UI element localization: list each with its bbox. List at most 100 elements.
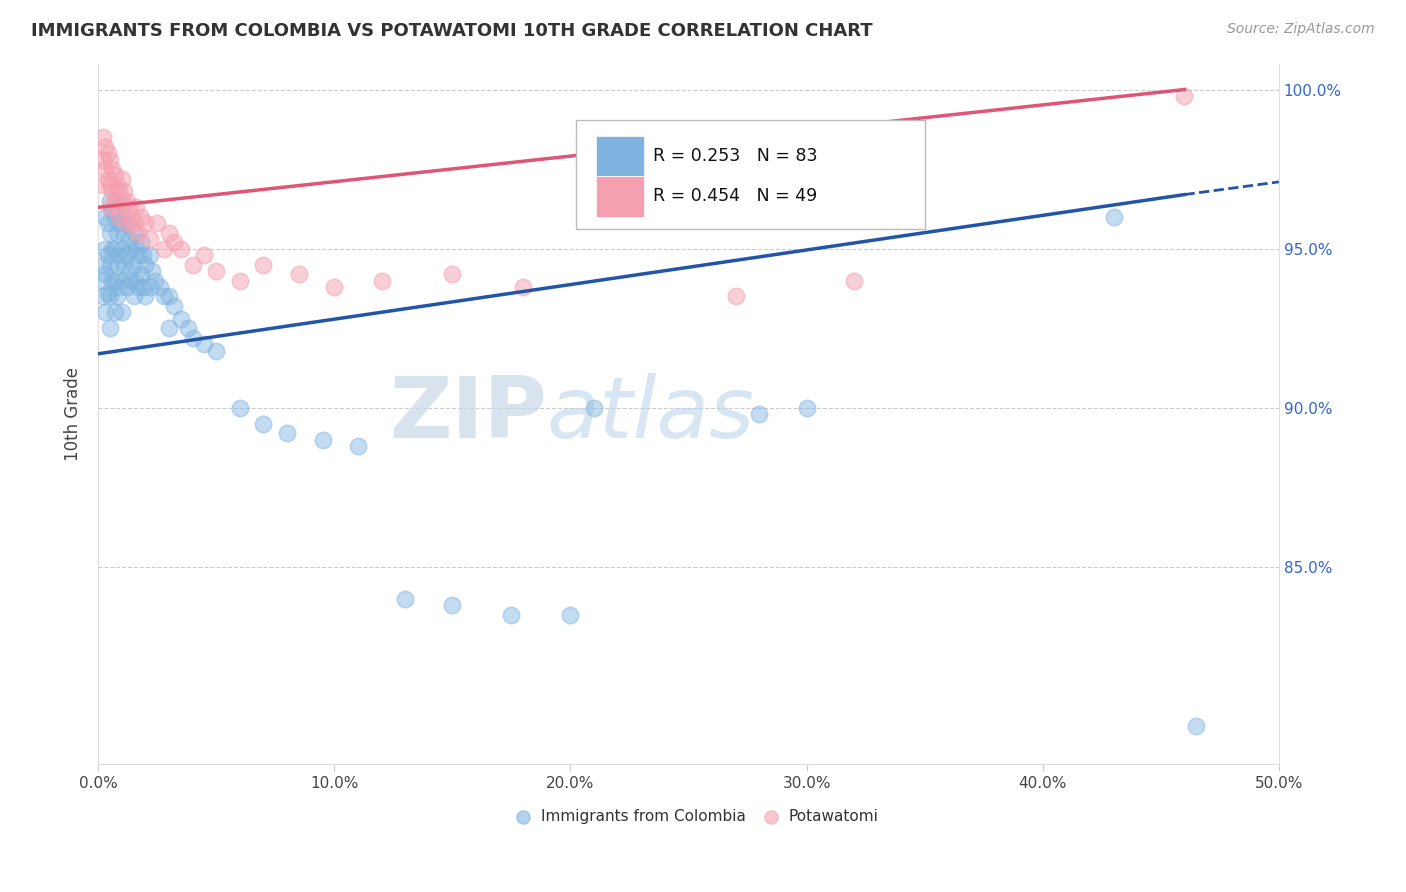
Point [91,274,114,288]
Point [98,200,121,214]
Point [512,280,534,294]
Point [146,216,169,230]
Point [842,274,865,288]
Point [118,200,141,214]
Point [111,194,134,208]
Point [115,194,138,208]
Point [796,401,818,415]
Point [112,185,135,199]
Point [105,178,128,192]
Point [104,305,127,319]
Point [181,331,204,345]
Text: IMMIGRANTS FROM COLOMBIA VS POTAWATOMI 10TH GRADE CORRELATION CHART: IMMIGRANTS FROM COLOMBIA VS POTAWATOMI 1… [31,22,873,40]
Point [122,289,145,303]
Point [157,321,180,335]
Point [98,226,121,240]
Point [153,242,176,256]
Point [91,258,114,272]
Point [157,289,180,303]
Point [229,401,252,415]
Point [108,185,131,199]
Point [748,407,770,421]
Point [108,248,131,262]
Point [205,343,228,358]
Text: Source: ZipAtlas.com: Source: ZipAtlas.com [1227,22,1375,37]
Point [105,258,128,272]
FancyBboxPatch shape [576,120,925,228]
Point [98,321,121,335]
Point [125,242,148,256]
Point [91,130,114,145]
Point [105,289,128,303]
Point [129,235,152,250]
Point [134,289,156,303]
Point [108,280,131,294]
Point [94,162,117,177]
Point [115,216,138,230]
Point [105,200,128,214]
Point [105,194,128,208]
Point [91,153,114,167]
Point [108,216,131,230]
Point [97,146,120,161]
FancyBboxPatch shape [596,136,644,176]
Point [98,178,121,192]
Point [157,226,180,240]
FancyBboxPatch shape [596,176,644,217]
Point [127,280,149,294]
Point [1102,210,1125,224]
Point [139,248,162,262]
Point [583,401,606,415]
Point [111,210,134,224]
Point [205,264,228,278]
Point [149,280,172,294]
Point [347,439,370,453]
Point [98,289,121,303]
Point [163,235,186,250]
Point [311,433,333,447]
Point [104,274,127,288]
Point [127,226,149,240]
Point [104,210,127,224]
Text: Potawatomi: Potawatomi [789,810,879,824]
Point [129,267,152,281]
Y-axis label: 10th Grade: 10th Grade [65,368,82,461]
Point [112,226,135,240]
Point [134,216,156,230]
Point [101,185,124,199]
Point [98,153,121,167]
Point [94,210,117,224]
Text: Immigrants from Colombia: Immigrants from Colombia [541,810,745,824]
Point [115,216,138,230]
Point [153,289,176,303]
Point [91,289,114,303]
Text: atlas: atlas [547,373,755,456]
Point [120,210,142,224]
Point [127,248,149,262]
Point [111,305,134,319]
Point [170,311,193,326]
Point [132,280,155,294]
Point [139,232,162,246]
Text: R = 0.454   N = 49: R = 0.454 N = 49 [654,187,817,205]
Point [139,280,162,294]
Point [94,242,117,256]
Point [94,267,117,281]
Point [115,248,138,262]
Point [125,200,148,214]
Point [134,258,156,272]
Point [252,417,274,431]
Point [101,203,124,218]
Point [98,194,121,208]
Point [170,242,193,256]
Point [94,305,117,319]
Point [132,248,155,262]
Point [129,210,152,224]
Point [560,607,582,622]
Point [97,171,120,186]
Point [91,178,114,192]
Point [112,258,135,272]
Point [122,258,145,272]
Point [104,169,127,183]
Text: ZIP: ZIP [389,373,547,456]
